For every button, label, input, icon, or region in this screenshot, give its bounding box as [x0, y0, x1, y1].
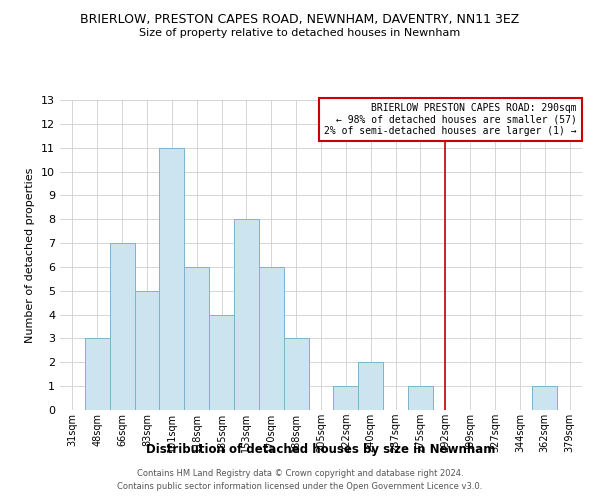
Text: BRIERLOW, PRESTON CAPES ROAD, NEWNHAM, DAVENTRY, NN11 3EZ: BRIERLOW, PRESTON CAPES ROAD, NEWNHAM, D… — [80, 12, 520, 26]
Bar — [284, 338, 308, 410]
Bar — [134, 291, 160, 410]
Text: Size of property relative to detached houses in Newnham: Size of property relative to detached ho… — [139, 28, 461, 38]
Bar — [234, 219, 259, 410]
Bar — [184, 267, 209, 410]
Bar — [259, 267, 284, 410]
Text: Distribution of detached houses by size in Newnham: Distribution of detached houses by size … — [146, 442, 496, 456]
Bar — [408, 386, 433, 410]
Bar — [532, 386, 557, 410]
Y-axis label: Number of detached properties: Number of detached properties — [25, 168, 35, 342]
Bar — [358, 362, 383, 410]
Text: Contains public sector information licensed under the Open Government Licence v3: Contains public sector information licen… — [118, 482, 482, 491]
Bar — [160, 148, 184, 410]
Text: BRIERLOW PRESTON CAPES ROAD: 290sqm
← 98% of detached houses are smaller (57)
2%: BRIERLOW PRESTON CAPES ROAD: 290sqm ← 98… — [324, 103, 577, 136]
Bar — [85, 338, 110, 410]
Bar — [209, 314, 234, 410]
Bar — [334, 386, 358, 410]
Bar — [110, 243, 134, 410]
Text: Contains HM Land Registry data © Crown copyright and database right 2024.: Contains HM Land Registry data © Crown c… — [137, 468, 463, 477]
